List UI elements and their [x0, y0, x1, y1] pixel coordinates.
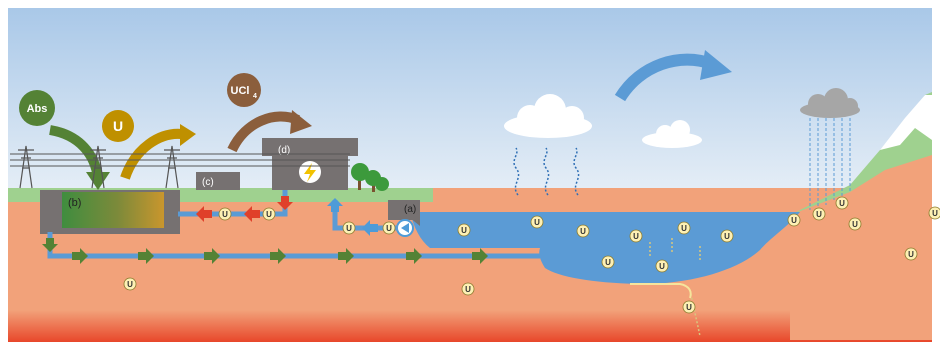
- uranium-marker-21: [928, 206, 940, 220]
- evaporation: [513, 147, 580, 196]
- uranium-marker-13: [682, 300, 696, 314]
- flow-arrows-blue: [327, 198, 378, 236]
- abs-bubble: [19, 90, 55, 126]
- label-b: (b): [68, 197, 81, 209]
- rain-cloud: [800, 88, 860, 118]
- ucl-arrow: [227, 111, 300, 153]
- uranium-marker-label-13: U: [686, 303, 692, 312]
- flow-arrows-red: [196, 196, 293, 222]
- uranium-marker-18: [835, 196, 849, 210]
- u-label: U: [113, 118, 123, 134]
- u-arrow: [120, 128, 183, 180]
- uranium-marker-label-3: U: [346, 224, 352, 233]
- uranium-marker-9: [677, 221, 691, 235]
- uranium-marker-label-6: U: [534, 218, 540, 227]
- label-a: (a): [404, 204, 416, 215]
- uranium-marker-label-14: U: [127, 280, 133, 289]
- uranium-marker-8: [629, 229, 643, 243]
- uranium-marker-label-9: U: [681, 224, 687, 233]
- uranium-marker-label-7: U: [580, 227, 586, 236]
- lightning-icon: [304, 163, 316, 182]
- uranium-marker-6: [530, 215, 544, 229]
- ucl-arrow-head: [290, 110, 312, 134]
- trees: [351, 163, 389, 192]
- uranium-marker-20: [904, 247, 918, 261]
- pump-triangle-icon: [401, 223, 409, 233]
- building-d-top: [262, 138, 358, 156]
- cloud-small: [642, 120, 702, 148]
- uranium-marker-label-2: U: [266, 210, 272, 219]
- uranium-markers: U U U U U U U U U U U U U U U U U U U U U: [123, 196, 940, 314]
- sky: [8, 8, 932, 188]
- uranium-marker-15: [461, 282, 475, 296]
- uranium-marker-12: [655, 259, 669, 273]
- sea: [410, 212, 800, 284]
- uranium-marker-label-11: U: [605, 258, 611, 267]
- flow-arrows-green: [42, 238, 488, 264]
- uranium-marker-label-15: U: [465, 285, 471, 294]
- uranium-marker-2: [262, 207, 276, 221]
- uranium-marker-label-12: U: [659, 262, 665, 271]
- ucl-label: UCl: [231, 85, 250, 97]
- settling-arrows: [649, 238, 701, 337]
- building-a-body: [388, 200, 420, 220]
- water-cycle-arrow: [614, 53, 715, 102]
- uranium-marker-label-5: U: [461, 226, 467, 235]
- abs-arrow: [48, 125, 103, 179]
- uranium-marker-3: [342, 221, 356, 235]
- label-d: (d): [278, 145, 290, 156]
- uranium-marker-label-20: U: [908, 250, 914, 259]
- uranium-marker-label-4: U: [386, 224, 392, 233]
- rain-lines: [809, 118, 851, 210]
- seafloor-leak: [630, 283, 692, 299]
- uranium-marker-14: [123, 277, 137, 291]
- ucl-subscript: 4: [253, 93, 257, 100]
- uranium-marker-7: [576, 224, 590, 238]
- uranium-marker-label-16: U: [791, 216, 797, 225]
- uranium-marker-16: [787, 213, 801, 227]
- uranium-marker-10: [720, 229, 734, 243]
- pylon-icons: [18, 145, 180, 189]
- uranium-marker-5: [457, 223, 471, 237]
- u-arrow-head: [180, 124, 196, 146]
- uranium-marker-label-19: U: [852, 220, 858, 229]
- uranium-marker-4: [382, 221, 396, 235]
- uranium-marker-1: [218, 207, 232, 221]
- uranium-marker-11: [601, 255, 615, 269]
- mountain-ground: [790, 155, 932, 340]
- uranium-marker-label-17: U: [816, 210, 822, 219]
- uranium-marker-17: [812, 207, 826, 221]
- water-cycle-arrow-head: [700, 50, 732, 80]
- abs-arrow-head: [86, 172, 110, 190]
- mantle-layer: [8, 310, 932, 342]
- label-c: (c): [202, 177, 214, 188]
- uranium-marker-19: [848, 217, 862, 231]
- uranium-marker-label-1: U: [222, 210, 228, 219]
- uranium-marker-label-10: U: [724, 232, 730, 241]
- power-lines: [10, 153, 350, 167]
- tank-b: [62, 192, 164, 228]
- building-c: [196, 172, 240, 190]
- mountain-snow: [880, 95, 932, 150]
- ucl-bubble: [227, 73, 261, 107]
- abs-label: Abs: [27, 103, 48, 115]
- u-bubble: [102, 110, 134, 142]
- uranium-marker-label-8: U: [633, 232, 639, 241]
- cloud-left: [504, 94, 592, 138]
- uranium-marker-label-18: U: [839, 199, 845, 208]
- uranium-marker-label-21: U: [932, 209, 938, 218]
